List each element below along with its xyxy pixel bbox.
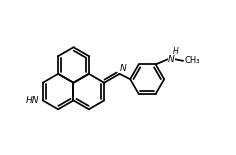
Text: H: H [173, 46, 179, 55]
Text: N: N [168, 55, 175, 64]
Text: HN: HN [26, 96, 39, 105]
Text: N: N [120, 64, 127, 73]
Text: CH₃: CH₃ [184, 56, 200, 65]
